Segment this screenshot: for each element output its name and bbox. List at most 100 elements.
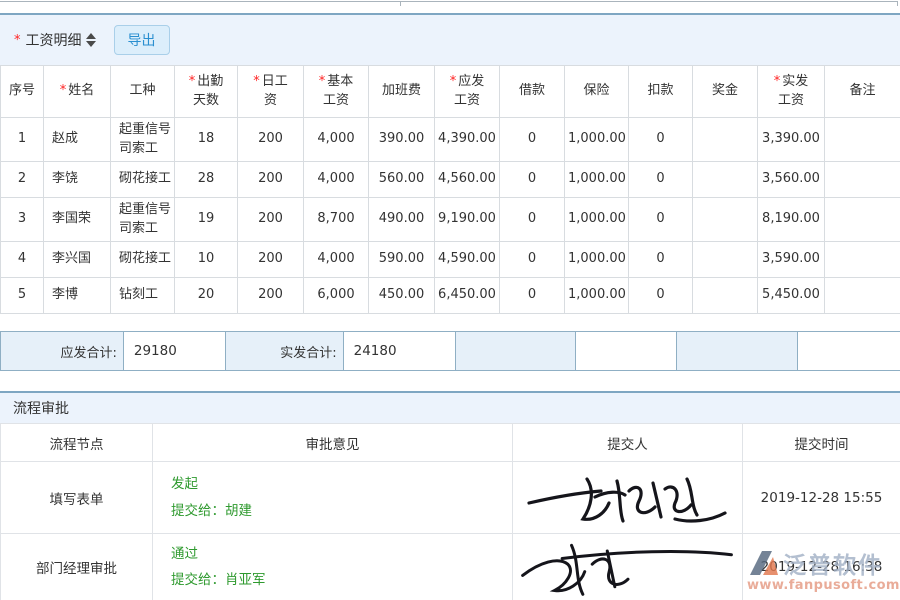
salary-table-cell: 李国荣 [43,197,111,242]
salary-table-cell: 4,390.00 [434,117,500,162]
empty-value-cell [576,332,678,370]
actual-total-input[interactable] [343,332,455,370]
salary-section-title: 工资明细 [25,33,82,49]
sort-arrows-icon[interactable] [85,33,96,47]
salary-column-header: 工种 [110,65,175,118]
salary-column-header: * 应发 工资 [434,65,500,118]
signature-2 [521,543,733,596]
salary-table-cell: 0 [499,117,565,162]
salary-column-header: 加班费 [368,65,435,118]
salary-table-cell: 1,000.00 [564,241,629,278]
approval-node-cell: 部门经理审批 [0,533,153,600]
salary-table-cell: 28 [174,161,238,198]
required-asterisk: * [449,74,457,90]
salary-column-header: * 实发 工资 [757,65,825,118]
payable-total-input[interactable] [123,332,225,370]
salary-table-cell: 起重信号司索工 [110,117,175,162]
salary-table-cell: 19 [174,197,238,242]
salary-table-cell: 450.00 [368,277,435,314]
required-asterisk: * [773,74,781,90]
salary-table-cell: 5,450.00 [757,277,825,314]
salary-table-cell [692,241,758,278]
submit-time-cell: 2019-12-28 16:38 [742,533,900,600]
salary-column-header: 借款 [499,65,565,118]
payable-total-label: 应发合计: [1,332,124,370]
salary-table-cell: 4,000 [303,241,369,278]
required-asterisk: * [318,74,326,90]
empty-label-cell [677,332,799,370]
salary-table-cell: 200 [237,277,304,314]
approval-table-row: 部门经理审批 通过 提交给：肖亚军 2019-12-28 16:38 [0,533,900,600]
salary-table-cell: 0 [628,241,693,278]
salary-table-cell [692,197,758,242]
approval-titlebar: 流程审批 [0,391,900,423]
approval-opinion-cell: 通过提交给：肖亚军 [152,533,513,600]
required-asterisk: * [253,74,260,90]
salary-table-cell: 8,700 [303,197,369,242]
export-button[interactable]: 导出 [113,25,170,55]
approval-table-row: 填写表单 发起 提交给：胡建 2019-12-28 15:55 [0,461,900,534]
salary-table-cell: 20 [174,277,238,314]
required-asterisk: * [59,83,67,99]
salary-table-row: 5 李博 钻刻工 20 200 6,000 450.00 6,450.00 0 1,000.00 0… [0,277,900,314]
salary-table-cell: 0 [499,161,565,198]
salary-table-cell: 赵成 [43,117,111,162]
salary-table-cell: 4,590.00 [434,241,500,278]
empty-value-cell [798,332,900,370]
approval-opinion-cell: 发起 提交给：胡建 [152,461,513,534]
salary-table-cell: 3 [0,197,44,242]
divider [897,1,898,6]
salary-table-cell [692,161,758,198]
salary-table-cell: 3,390.00 [757,117,825,162]
salary-table-cell: 0 [628,161,693,198]
salary-column-header: 序号 [0,65,44,118]
salary-table-cell: 李饶 [43,161,111,198]
sort-up-icon [85,33,96,39]
salary-column-header: 奖金 [692,65,758,118]
actual-total-label: 实发合计: [225,332,344,370]
salary-table-row: 2 李饶 砌花接工 28 200 4,000 560.00 4,560.00 0 1,000.00… [0,161,900,198]
salary-table-cell: 1,000.00 [564,197,629,242]
approval-action: 发起 [171,476,198,493]
salary-table-cell [824,277,900,314]
salary-table-cell: 8,190.00 [757,197,825,242]
required-asterisk: * [188,74,196,90]
required-asterisk: * [14,32,21,48]
salary-table-row: 3 李国荣 起重信号司索工 19 200 8,700 490.00 9,190.00 0 1,00… [0,197,900,242]
sort-down-icon [85,41,96,47]
approval-action: 通过 [171,545,198,562]
salary-table-cell: 9,190.00 [434,197,500,242]
salary-table-cell: 0 [628,277,693,314]
salary-table-cell [824,197,900,242]
approval-node-cell: 填写表单 [0,461,153,534]
approval-column-header: 流程节点 [0,423,153,462]
approval-column-header: 提交时间 [742,423,900,462]
salary-table-cell: 5 [0,277,44,314]
approval-submit-to: 提交给：肖亚军 [171,572,266,588]
salary-detail-panel: * 工资明细 导出 序号 * 姓名 工种 * 出勤 天数 * 日工资 * 基本 工资 加班费 * 应发 工资借… [0,13,900,371]
actual-total-cell [343,332,456,370]
salary-table-cell [824,161,900,198]
salary-table-cell: 200 [237,161,304,198]
salary-table-row: 4 李兴国 砌花接工 10 200 4,000 590.00 4,590.00 0 1,000.0… [0,241,900,278]
approval-table: 流程节点 审批意见 提交人 提交时间 填写表单 发起 提交给：胡建 2019-12-28 1… [0,423,900,600]
salary-table-cell: 李博 [43,277,111,314]
salary-column-header: 备注 [824,65,900,118]
approval-column-header: 审批意见 [152,423,513,462]
salary-table-cell: 3,590.00 [757,241,825,278]
submit-time-cell: 2019-12-28 15:55 [742,461,900,534]
divider [0,1,898,2]
salary-table-cell: 0 [499,241,565,278]
salary-header-row: 序号 * 姓名 工种 * 出勤 天数 * 日工资 * 基本 工资 加班费 * 应发 工资 借款 保险 扣款 奖金 * 实发… [0,65,900,118]
salary-table-row: 1 赵成 起重信号司索工 18 200 4,000 390.00 4,390.00 0 1,000… [0,117,900,162]
salary-column-header: * 基本 工资 [303,65,369,118]
salary-table-cell: 590.00 [368,241,435,278]
previous-table-remnant [0,0,900,13]
approval-column-header: 提交人 [512,423,743,462]
salary-table-cell: 10 [174,241,238,278]
salary-table-cell: 钻刻工 [110,277,175,314]
salary-table-cell: 3,560.00 [757,161,825,198]
salary-table-cell: 6,000 [303,277,369,314]
salary-table-cell: 200 [237,197,304,242]
